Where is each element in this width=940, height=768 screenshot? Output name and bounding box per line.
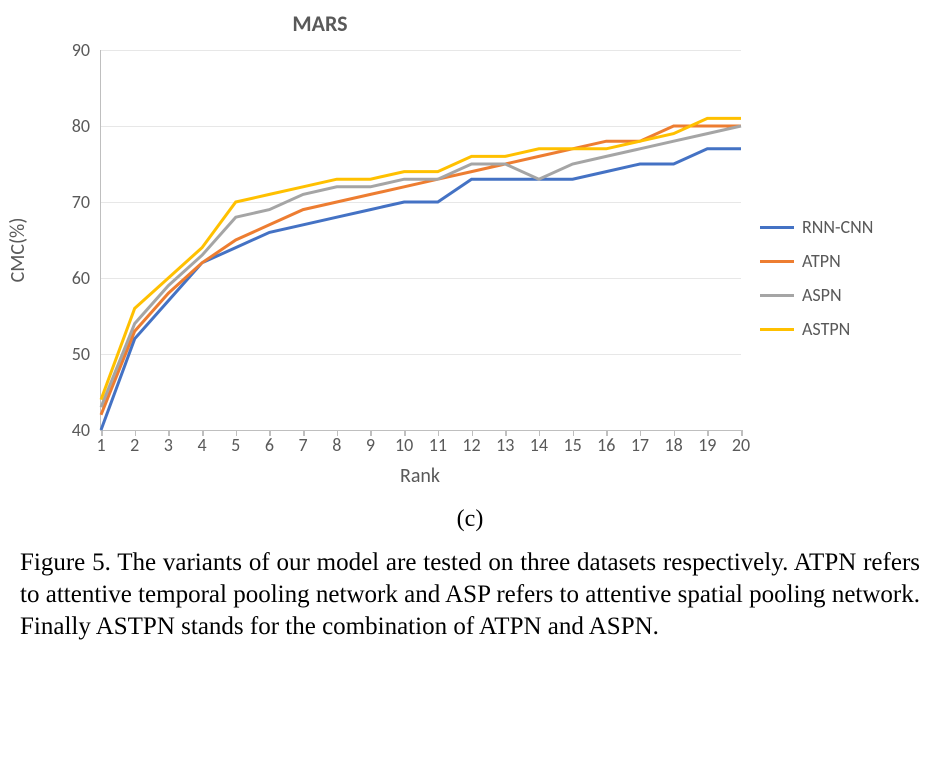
legend-swatch <box>760 328 794 331</box>
x-tick-mark <box>573 430 575 436</box>
x-tick-label: 9 <box>355 434 385 456</box>
x-tick-label: 18 <box>659 434 689 456</box>
x-tick-label: 14 <box>524 434 554 456</box>
x-tick-mark <box>269 430 271 436</box>
legend-swatch <box>760 226 794 229</box>
x-tick-label: 12 <box>457 434 487 456</box>
x-tick-mark <box>337 430 339 436</box>
x-tick-label: 1 <box>86 434 116 456</box>
legend: RNN-CNN ATPN ASPN ASTPN <box>760 210 930 346</box>
y-tick-label: 60 <box>0 267 90 289</box>
legend-label: RNN-CNN <box>802 216 873 238</box>
x-tick-label: 5 <box>221 434 251 456</box>
x-tick-mark <box>101 430 103 436</box>
x-tick-mark <box>674 430 676 436</box>
y-tick-label: 40 <box>0 419 90 441</box>
y-tick-label: 50 <box>0 343 90 365</box>
y-tick-label: 70 <box>0 191 90 213</box>
x-tick-mark <box>472 430 474 436</box>
figure-caption: Figure 5. The variants of our model are … <box>20 547 920 643</box>
x-tick-mark <box>168 430 170 436</box>
legend-label: ATPN <box>802 250 841 272</box>
x-tick-label: 16 <box>591 434 621 456</box>
plot-area: 1234567891011121314151617181920 <box>100 50 741 431</box>
legend-label: ASTPN <box>802 318 850 340</box>
x-tick-mark <box>236 430 238 436</box>
x-tick-label: 2 <box>120 434 150 456</box>
legend-label: ASPN <box>802 284 842 306</box>
x-tick-label: 11 <box>423 434 453 456</box>
x-tick-mark <box>741 430 743 436</box>
x-tick-mark <box>438 430 440 436</box>
series-line-rnn-cnn <box>101 149 741 430</box>
x-tick-mark <box>539 430 541 436</box>
y-tick-label: 90 <box>0 39 90 61</box>
x-tick-mark <box>303 430 305 436</box>
legend-swatch <box>760 294 794 297</box>
x-tick-label: 15 <box>558 434 588 456</box>
x-tick-label: 10 <box>389 434 419 456</box>
x-tick-mark <box>640 430 642 436</box>
x-tick-mark <box>202 430 204 436</box>
x-tick-label: 19 <box>692 434 722 456</box>
x-tick-label: 3 <box>153 434 183 456</box>
x-tick-label: 17 <box>625 434 655 456</box>
legend-swatch <box>760 260 794 263</box>
x-tick-mark <box>707 430 709 436</box>
chart-title: MARS <box>0 10 640 37</box>
x-tick-label: 6 <box>254 434 284 456</box>
x-tick-label: 13 <box>490 434 520 456</box>
chart-container: MARS CMC(%) 1234567891011121314151617181… <box>0 0 940 500</box>
x-tick-mark <box>135 430 137 436</box>
x-tick-mark <box>606 430 608 436</box>
x-axis-label: Rank <box>100 464 740 488</box>
legend-item-rnn-cnn: RNN-CNN <box>760 210 930 244</box>
x-tick-label: 7 <box>288 434 318 456</box>
subfigure-label: (c) <box>0 506 940 533</box>
x-tick-label: 8 <box>322 434 352 456</box>
legend-item-atpn: ATPN <box>760 244 930 278</box>
legend-item-astpn: ASTPN <box>760 312 930 346</box>
x-tick-mark <box>505 430 507 436</box>
legend-item-aspn: ASPN <box>760 278 930 312</box>
x-tick-mark <box>370 430 372 436</box>
y-tick-label: 80 <box>0 115 90 137</box>
x-tick-label: 20 <box>726 434 756 456</box>
chart-lines-svg <box>101 50 741 430</box>
x-tick-mark <box>404 430 406 436</box>
x-tick-label: 4 <box>187 434 217 456</box>
